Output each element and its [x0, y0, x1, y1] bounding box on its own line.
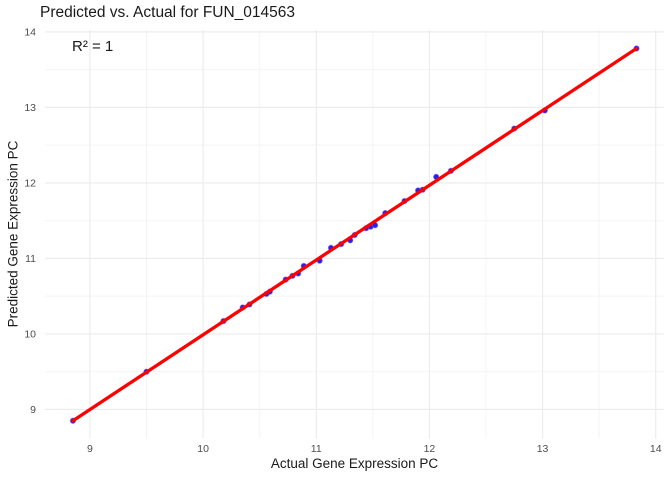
chart-title: Predicted vs. Actual for FUN_014563 — [40, 4, 296, 21]
y-tick-label: 13 — [24, 102, 36, 114]
grid-major-layer — [45, 30, 664, 439]
y-tick-label: 11 — [25, 253, 36, 265]
x-tick-label: 9 — [87, 443, 93, 455]
x-tick-label: 10 — [197, 443, 209, 455]
x-tick-label: 11 — [311, 443, 322, 455]
tick-labels-layer: 9 10 11 12 13 14 9 10 11 12 13 14 — [24, 26, 661, 455]
x-tick-label: 13 — [537, 443, 549, 455]
r-squared-annotation: R² = 1 — [72, 38, 114, 55]
x-tick-label: 12 — [424, 443, 436, 455]
grid-minor-layer — [45, 30, 664, 439]
x-tick-label: 14 — [650, 443, 662, 455]
y-axis-title: Predicted Gene Expression PC — [5, 140, 21, 328]
marks-layer — [69, 45, 640, 424]
y-tick-label: 14 — [24, 26, 36, 38]
y-tick-label: 12 — [24, 177, 36, 189]
y-tick-label: 10 — [24, 328, 36, 340]
y-tick-label: 9 — [30, 404, 36, 416]
x-axis-title: Actual Gene Expression PC — [270, 456, 439, 471]
regression-line — [71, 46, 639, 423]
